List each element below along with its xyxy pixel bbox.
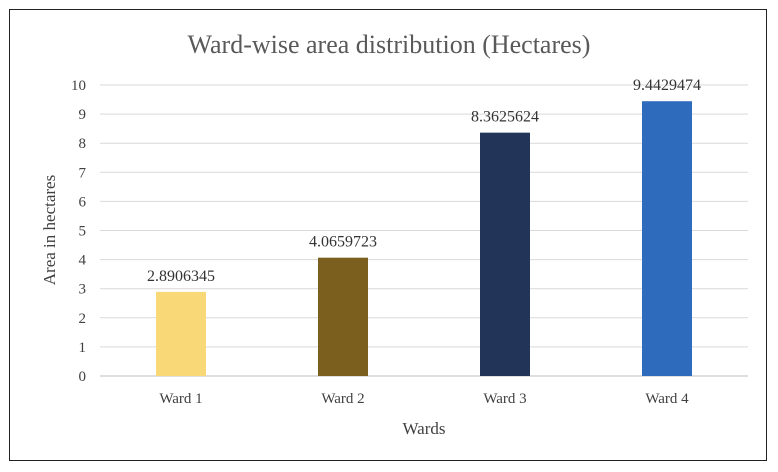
bar-ward-2 (318, 257, 368, 376)
data-label: 2.8906345 (147, 268, 215, 285)
y-tick-label: 4 (79, 253, 87, 269)
chart-title: Ward-wise area distribution (Hectares) (188, 30, 591, 59)
y-tick-label: 0 (79, 369, 87, 385)
data-label: 8.3625624 (471, 109, 539, 126)
y-axis-label: Area in hectares (40, 175, 59, 285)
y-tick-label: 6 (79, 194, 87, 210)
y-tick-label: 9 (79, 107, 87, 123)
data-label: 4.0659723 (309, 234, 377, 251)
x-tick-label: Ward 2 (321, 391, 364, 407)
x-tick-label: Ward 1 (159, 391, 202, 407)
x-axis-ticks: Ward 1 Ward 2 Ward 3 Ward 4 (159, 391, 689, 407)
y-tick-label: 7 (79, 165, 87, 181)
bar-ward-1 (156, 291, 206, 376)
x-tick-label: Ward 4 (645, 391, 689, 407)
chart-frame (9, 9, 767, 461)
x-axis-label: Wards (402, 419, 445, 438)
y-axis-ticks: 0 1 2 3 4 5 6 7 8 9 10 (71, 78, 87, 385)
y-tick-label: 2 (79, 311, 87, 327)
y-tick-label: 8 (79, 136, 87, 152)
y-tick-label: 5 (79, 224, 87, 240)
bars (156, 101, 692, 376)
bar-ward-3 (480, 132, 530, 376)
gridlines (100, 84, 748, 377)
y-tick-label: 10 (71, 78, 86, 94)
bar-ward-4 (642, 101, 692, 376)
y-tick-label: 1 (79, 340, 87, 356)
x-tick-label: Ward 3 (483, 391, 526, 407)
data-label: 9.4429474 (633, 77, 701, 94)
y-tick-label: 3 (79, 282, 87, 298)
data-labels: 2.8906345 4.0659723 8.3625624 9.4429474 (147, 77, 701, 285)
